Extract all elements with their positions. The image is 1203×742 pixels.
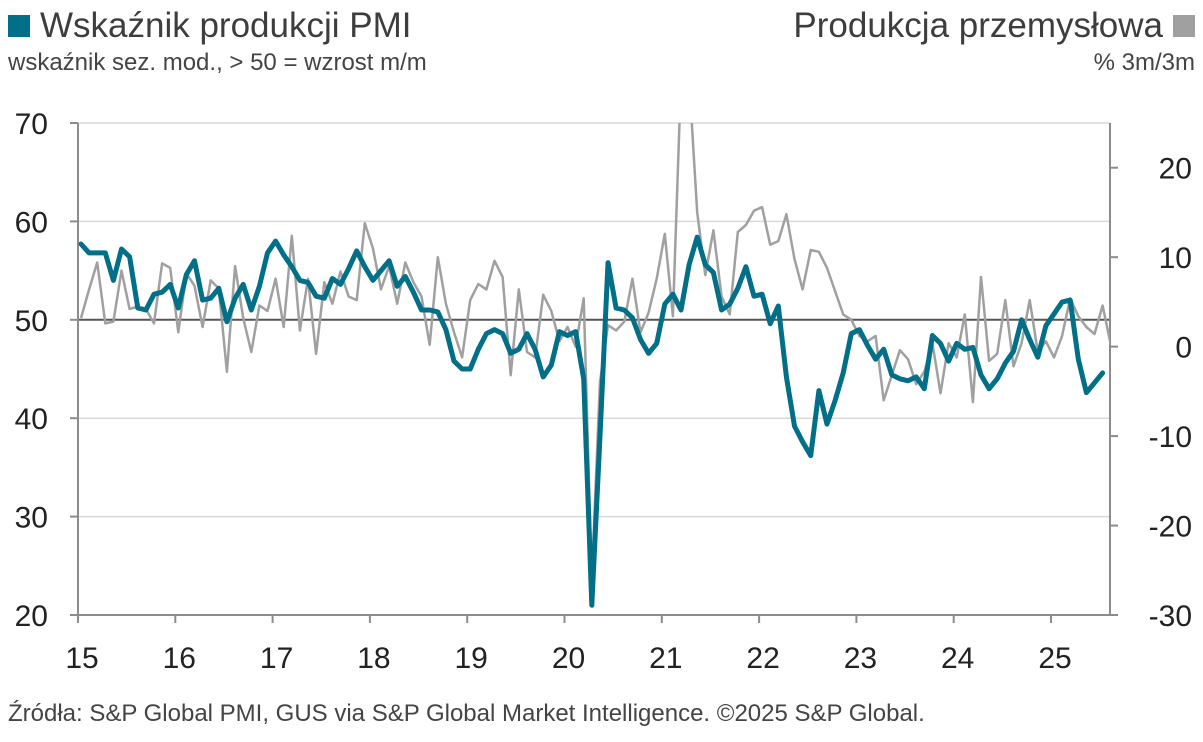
gridlines bbox=[78, 122, 1110, 518]
left-tick-label: 40 bbox=[15, 403, 48, 436]
left-tick-label: 30 bbox=[15, 502, 48, 535]
production-legend-label: Produkcja przemysłowa bbox=[793, 6, 1163, 45]
source-note: Źródła: S&P Global PMI, GUS via S&P Glob… bbox=[8, 700, 925, 727]
x-tick-label: 15 bbox=[65, 642, 98, 675]
x-tick-label: 24 bbox=[941, 642, 974, 675]
pmi-legend-label: Wskaźnik produkcji PMI bbox=[40, 6, 412, 45]
x-tick-label: 23 bbox=[844, 642, 877, 675]
production-axis-description: % 3m/3m bbox=[1093, 49, 1195, 76]
legend-pmi: Wskaźnik produkcji PMI bbox=[8, 6, 427, 46]
right-tick-label: 10 bbox=[1159, 242, 1192, 275]
right-tick-label: 0 bbox=[1175, 332, 1192, 365]
left-tick-label: 60 bbox=[15, 206, 48, 239]
right-tick-label: 20 bbox=[1159, 153, 1192, 186]
left-tick-label: 70 bbox=[15, 108, 48, 141]
right-tick-label: -20 bbox=[1149, 511, 1192, 544]
pmi-legend-swatch bbox=[8, 15, 30, 37]
axes bbox=[70, 122, 1118, 623]
series-lines bbox=[78, 123, 1110, 608]
x-tick-label: 19 bbox=[455, 642, 488, 675]
pmi-axis-description: wskaźnik sez. mod., > 50 = wzrost m/m bbox=[8, 49, 427, 76]
left-tick-label: 20 bbox=[15, 600, 48, 633]
x-tick-label: 17 bbox=[260, 642, 293, 675]
x-tick-label: 18 bbox=[357, 642, 390, 675]
x-tick-label: 16 bbox=[163, 642, 196, 675]
x-tick-label: 21 bbox=[649, 642, 682, 675]
legend-right: Produkcja przemysłowa % 3m/3m bbox=[793, 6, 1195, 80]
left-tick-label: 50 bbox=[15, 305, 48, 338]
tick-labels: 20 30 40 50 60 70 -30 -20 -10 0 10 20 15 16 17 18 19 20 21… bbox=[15, 108, 1192, 675]
legend-left: Wskaźnik produkcji PMI wskaźnik sez. mod… bbox=[8, 6, 427, 80]
legend-production: Produkcja przemysłowa bbox=[793, 6, 1195, 46]
production-legend-swatch bbox=[1173, 15, 1195, 37]
x-tick-label: 20 bbox=[552, 642, 585, 675]
x-tick-label: 22 bbox=[746, 642, 779, 675]
pmi-line bbox=[78, 234, 1106, 608]
right-tick-label: -10 bbox=[1149, 421, 1192, 454]
x-tick-label: 25 bbox=[1038, 642, 1071, 675]
right-tick-label: -30 bbox=[1149, 600, 1192, 633]
